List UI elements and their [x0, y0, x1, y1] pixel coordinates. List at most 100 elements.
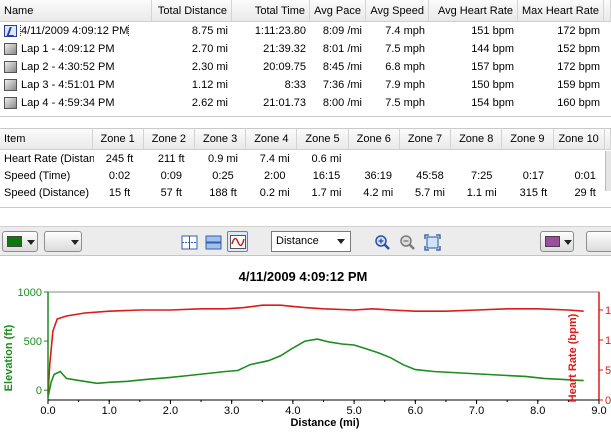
- zone-value-cell: 4.2 mi: [363, 186, 394, 199]
- heart-rate-color-swatch: [545, 236, 560, 247]
- y-axis-left-label: Elevation (ft): [3, 324, 15, 391]
- column-header-zone-4[interactable]: Zone 4: [246, 128, 298, 150]
- column-header-avg-speed[interactable]: Avg Speed: [366, 0, 429, 22]
- lap-max-hr-cell: 172 bpm: [557, 61, 600, 73]
- lap-name: Lap 2 - 4:30:52 PM: [21, 61, 115, 73]
- zone-value-cell: 2:00: [264, 169, 286, 182]
- table-row[interactable]: 4/11/2009 4:09:12 PM 8.75 mi 1:11:23.80 8:0…: [0, 22, 611, 40]
- zone-value-cell: 211 ft: [157, 152, 185, 165]
- chart-canvas: 4/11/2009 4:09:12 PM 0.0 1.0 2.0 3.0 4.0 5.0 6…: [3, 269, 611, 429]
- elevation-color-button[interactable]: [2, 231, 38, 252]
- lap-time-cell: 1:11:23.80: [254, 25, 306, 37]
- lap-icon: [4, 79, 17, 91]
- zone-value-cell: 0:17: [522, 169, 545, 182]
- lap-avg-hr-cell: 150 bpm: [471, 79, 514, 91]
- y-left-tick-label: 1000: [18, 287, 42, 299]
- zone-item-cell: Heart Rate (Distance): [4, 152, 94, 165]
- column-header-filler: [604, 0, 611, 22]
- lap-icon: [4, 43, 17, 55]
- column-header-zone-10[interactable]: Zone 10: [554, 128, 605, 150]
- x-tick-label: 3.0: [224, 405, 239, 417]
- zoom-in-icon[interactable]: [371, 231, 392, 252]
- x-tick-label: 9.0: [591, 405, 606, 417]
- zoom-out-icon[interactable]: [396, 231, 417, 252]
- column-header-zone-5[interactable]: Zone 5: [297, 128, 349, 150]
- zone-value-cell: 1.1 mi: [466, 186, 497, 199]
- column-header-zone-3[interactable]: Zone 3: [195, 128, 247, 150]
- table-row[interactable]: Lap 1 - 4:09:12 PM 2.70 mi 21:39.32 8:01 /m…: [0, 40, 611, 58]
- x-tick-label: 1.0: [102, 405, 117, 417]
- lap-pace-cell: 7:36 /mi: [322, 79, 362, 91]
- y-left-tick-label: 500: [24, 336, 42, 348]
- line-style-button[interactable]: [44, 231, 82, 252]
- table-row[interactable]: Heart Rate (Distance) 245 ft 211 ft 0.9 mi 7…: [0, 150, 611, 167]
- column-header-zone-1[interactable]: Zone 1: [93, 128, 144, 150]
- lap-name-cell: 4/11/2009 4:09:12 PM: [0, 25, 152, 37]
- lap-time-cell: 21:01.73: [263, 97, 306, 109]
- lap-pace-cell: 8:00 /mi: [322, 97, 362, 109]
- more-options-button[interactable]: [586, 231, 611, 252]
- lap-time-cell: 20:09.75: [263, 61, 306, 73]
- lap-name-cell: Lap 3 - 4:51:01 PM: [0, 79, 152, 91]
- zone-value-cell: 0:02: [108, 169, 131, 182]
- lap-name-cell: Lap 4 - 4:59:34 PM: [0, 97, 152, 109]
- x-tick-label: 5.0: [346, 405, 361, 417]
- column-header-max-heart-rate[interactable]: Max Heart Rate: [518, 0, 604, 22]
- y-right-tick-label: 150: [605, 305, 611, 317]
- heart-rate-color-button[interactable]: [540, 231, 574, 252]
- table-row[interactable]: Lap 2 - 4:30:52 PM 2.30 mi 20:09.75 8:45 /m…: [0, 58, 611, 76]
- lap-pace-cell: 8:01 /mi: [322, 43, 362, 55]
- zone-value-cell: 188 ft: [209, 186, 237, 199]
- smooth-line-icon[interactable]: [227, 231, 248, 252]
- column-header-total-time[interactable]: Total Time: [232, 0, 310, 22]
- lap-max-hr-cell: 159 bpm: [557, 79, 600, 91]
- lap-icon: [4, 61, 17, 73]
- zone-value-cell: 7.4 mi: [259, 152, 290, 165]
- zone-value-cell: 15 ft: [108, 186, 131, 199]
- column-header-zone-8[interactable]: Zone 8: [451, 128, 503, 150]
- column-header-zone-6[interactable]: Zone 6: [349, 128, 400, 150]
- lap-pace-cell: 8:09 /mi: [322, 25, 362, 37]
- table-row[interactable]: Speed (Distance) 15 ft 57 ft 188 ft 0.2 mi 1.…: [0, 184, 611, 201]
- column-header-avg-pace[interactable]: Avg Pace: [310, 0, 366, 22]
- zone-value-cell: 7:25: [470, 169, 493, 182]
- lap-icon: [4, 97, 17, 109]
- table-row[interactable]: Lap 3 - 4:51:01 PM 1.12 mi 8:33 7:36 /mi 7.9…: [0, 76, 611, 94]
- running-activity-icon: [4, 25, 17, 37]
- column-header-avg-heart-rate[interactable]: Avg Heart Rate: [429, 0, 518, 22]
- lap-max-hr-cell: 172 bpm: [557, 25, 600, 37]
- zoom-fit-icon[interactable]: [421, 231, 442, 252]
- table-row[interactable]: Lap 4 - 4:59:34 PM 2.62 mi 21:01.73 8:00 /m…: [0, 94, 611, 112]
- table-row[interactable]: Speed (Time) 0:02 0:09 0:25 2:00 16:15 36:19 45…: [0, 167, 611, 184]
- chevron-down-icon: [71, 240, 79, 245]
- zone-value-cell: 0.9 mi: [208, 152, 238, 165]
- zones-table: Item Zone 1 Zone 2 Zone 3 Zone 4 Zone 5 Zone 6…: [0, 128, 611, 208]
- x-tick-label: 6.0: [408, 405, 423, 417]
- laps-table-header: Name Total Distance Total Time Avg Pace …: [0, 0, 611, 22]
- column-header-zone-9[interactable]: Zone 9: [502, 128, 554, 150]
- laps-table: Name Total Distance Total Time Avg Pace …: [0, 0, 611, 117]
- column-header-zone-2[interactable]: Zone 2: [144, 128, 195, 150]
- lap-time-cell: 21:39.32: [263, 43, 306, 55]
- column-header-total-distance[interactable]: Total Distance: [152, 0, 232, 22]
- column-header-name[interactable]: Name: [0, 0, 152, 22]
- column-header-zone-7[interactable]: Zone 7: [400, 128, 452, 150]
- zone-item-cell: Speed (Time): [4, 169, 71, 182]
- lap-speed-cell: 7.5 mph: [385, 97, 425, 109]
- lap-distance-cell: 1.12 mi: [191, 79, 228, 91]
- y-axis-right-label: Heart Rate (bpm): [567, 313, 579, 402]
- chevron-down-icon: [564, 240, 572, 245]
- zones-table-header: Item Zone 1 Zone 2 Zone 3 Zone 4 Zone 5 Zone 6…: [0, 128, 611, 150]
- x-axis-select[interactable]: Distance: [271, 231, 351, 252]
- zone-value-cell: 0.2 mi: [259, 186, 290, 199]
- y-right-tick-label: 0: [605, 395, 611, 407]
- lap-speed-cell: 7.9 mph: [385, 79, 425, 91]
- lap-time-cell: 8:33: [284, 79, 306, 91]
- lap-speed-cell: 6.8 mph: [385, 61, 425, 73]
- crosshair-icon[interactable]: [178, 231, 199, 252]
- split-charts-icon[interactable]: [202, 231, 223, 252]
- y-right-tick-label: 50: [605, 365, 611, 377]
- elevation-heart-rate-chart: 4/11/2009 4:09:12 PM 0.0 1.0 2.0 3.0 4.0 5.0 6…: [0, 262, 611, 432]
- zones-scrollbar[interactable]: [605, 151, 611, 191]
- column-header-item[interactable]: Item: [0, 128, 93, 150]
